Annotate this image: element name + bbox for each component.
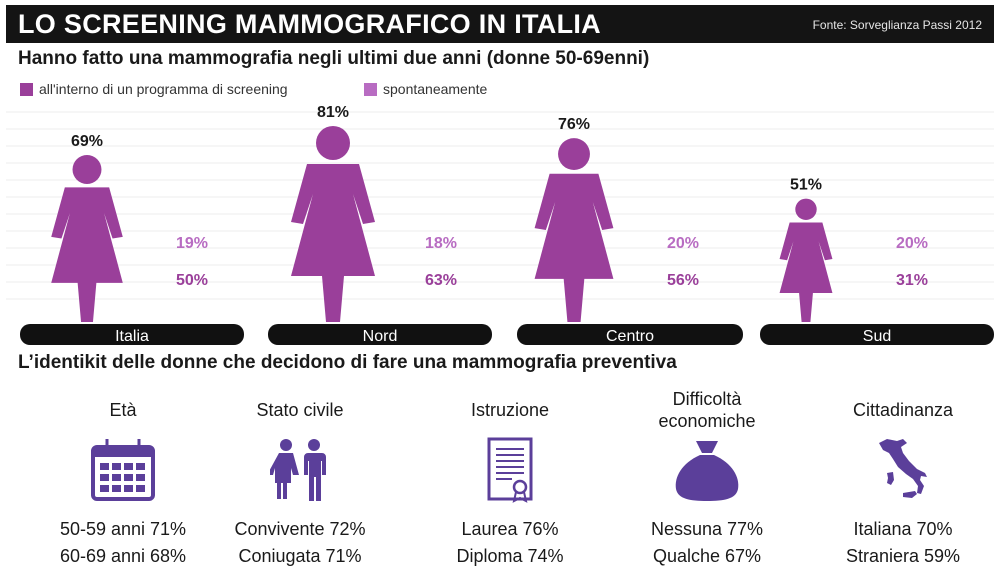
total-label: 81% (317, 104, 349, 121)
stat-line: 50-59 anni 71% (59, 519, 187, 539)
region-label: Centro (606, 328, 654, 345)
money-bag-icon (675, 441, 739, 501)
stat-line: 60-69 anni 68% (59, 546, 187, 566)
column-title: Età (109, 400, 137, 420)
diploma-icon (487, 437, 533, 503)
stat-line: Qualche 67% (652, 546, 762, 566)
spontaneous-value-label: 20% (896, 235, 928, 252)
legend-swatch-program (20, 82, 33, 96)
identikit-column-istruzione: Istruzione Laurea 76% Diploma 74% (415, 385, 605, 566)
woman-figure-head (558, 138, 590, 170)
column-stats: 50-59 anni 71% 60-69 anni 68% (28, 516, 218, 570)
woman-figure-head (72, 155, 102, 185)
chart-subtitle: Hanno fatto una mammografia negli ultimi… (18, 48, 650, 69)
identikit-column-stato-civile: Stato civile Convivente 72% Coniugata 71… (205, 385, 395, 566)
column-stats: Nessuna 77% Qualche 67% (612, 516, 802, 570)
column-title: Istruzione (470, 400, 550, 420)
column-title: Stato civile (256, 400, 344, 420)
stat-line: Convivente 72% (234, 519, 366, 539)
region-label-bar (268, 324, 492, 345)
region-label-bar (517, 324, 743, 345)
stat-line: Straniera 59% (845, 546, 961, 566)
woman-figure-body (779, 222, 833, 322)
spontaneous-value-label: 18% (425, 235, 457, 252)
column-title: Cittadinanza (852, 400, 954, 420)
calendar-icon (91, 439, 155, 501)
region-label-bar (20, 324, 244, 345)
spontaneous-value-label: 20% (667, 235, 699, 252)
legend-swatch-spontaneous (364, 82, 377, 96)
identikit-column-difficolta-economiche: Difficoltà economiche Nessuna 77% Qualch… (612, 385, 802, 566)
woman-figure-body (51, 187, 123, 322)
couple-icon (270, 439, 326, 501)
stat-line: Laurea 76% (461, 519, 559, 539)
stat-line: Italiana 70% (853, 519, 953, 539)
program-value-label: 31% (896, 272, 928, 289)
program-value-label: 63% (425, 272, 457, 289)
program-value-label: 56% (667, 272, 699, 289)
woman-figure-body (534, 173, 614, 322)
region-label-bar (760, 324, 994, 345)
column-stats: Laurea 76% Diploma 74% (415, 516, 605, 570)
identikit-column-eta: Età 50-59 anni 71% 60-69 anni 68% (28, 385, 218, 566)
italy-map-icon (879, 439, 927, 498)
region-label: Nord (363, 328, 398, 345)
stat-line: Diploma 74% (456, 546, 564, 566)
chart-area: 69% 19% 50% Italia 81% 18% 63% Nord 76% 20% 56% Cen… (6, 104, 994, 345)
region-label: Italia (115, 328, 149, 345)
column-stats: Convivente 72% Coniugata 71% (205, 516, 395, 570)
legend-label-program: all'interno di un programma di screening (39, 81, 288, 97)
column-stats: Italiana 70% Straniera 59% (808, 516, 998, 570)
identikit-column-cittadinanza: Cittadinanza Italiana 70% Straniera 59% (808, 385, 998, 566)
program-value-label: 50% (176, 272, 208, 289)
legend-item-program: all'interno di un programma di screening (20, 80, 288, 98)
stat-line: Nessuna 77% (650, 519, 764, 539)
woman-figure-head (795, 198, 817, 220)
total-label: 76% (558, 116, 590, 133)
woman-figure-head (316, 126, 350, 160)
page-title: LO SCREENING MAMMOGRAFICO IN ITALIA (18, 9, 601, 39)
total-label: 69% (71, 133, 103, 150)
column-title: Difficoltà economiche (612, 385, 802, 435)
legend-item-spontaneous: spontaneamente (364, 80, 487, 98)
section-title: L’identikit delle donne che decidono di … (18, 352, 677, 373)
column-title-text: Difficoltà economiche (658, 389, 756, 431)
source-label: Fonte: Sorveglianza Passi 2012 (812, 18, 982, 32)
legend-label-spontaneous: spontaneamente (383, 81, 488, 97)
spontaneous-value-label: 19% (176, 235, 208, 252)
stat-line: Coniugata 71% (238, 546, 362, 566)
header-bar: LO SCREENING MAMMOGRAFICO IN ITALIA Font… (6, 5, 994, 43)
total-label: 51% (790, 177, 822, 194)
woman-figure-body (291, 164, 375, 322)
region-label: Sud (863, 328, 891, 345)
